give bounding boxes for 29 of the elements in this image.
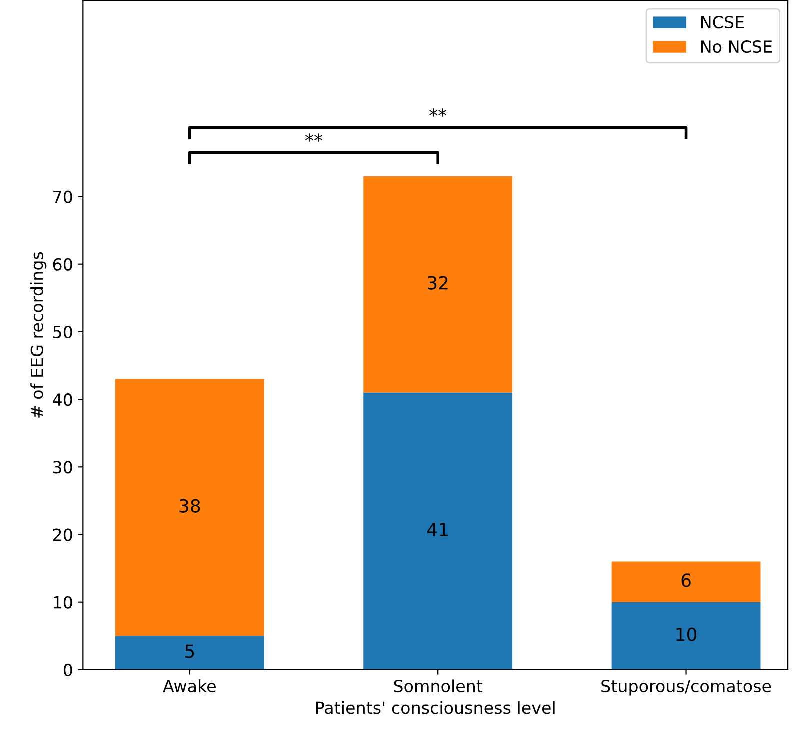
- y-axis-title: # of EEG recordings: [30, 252, 47, 418]
- x-tick-label: Stuporous/comatose: [602, 680, 772, 696]
- y-tick-label: 20: [53, 528, 72, 542]
- data-label: 41: [427, 523, 448, 536]
- legend-label: NCSE: [701, 16, 744, 29]
- bar: [115, 379, 264, 636]
- annotation: **: [305, 134, 322, 142]
- y-tick-label: 40: [53, 394, 72, 406]
- y-tick-label: 70: [54, 190, 72, 204]
- annotation: **: [430, 108, 447, 117]
- bar: [364, 392, 513, 670]
- x-tick-label: Awake: [163, 680, 216, 693]
- y-tick-label: 50: [54, 326, 72, 339]
- x-tick-label: Somnolent: [394, 680, 483, 693]
- bar: [364, 176, 513, 393]
- bar: [612, 562, 761, 602]
- y-tick-label: 10: [54, 596, 72, 609]
- y-tick-label: 30: [54, 461, 72, 474]
- data-label: 38: [180, 499, 200, 513]
- y-tick-label: 0: [64, 664, 72, 677]
- data-label: 10: [676, 628, 697, 642]
- data-label: 6: [682, 574, 691, 588]
- bar: [612, 602, 761, 670]
- data-label: 32: [428, 276, 448, 290]
- legend-label: No NCSE: [701, 40, 772, 54]
- y-tick-label: 60: [53, 258, 72, 271]
- bar: [115, 636, 264, 670]
- x-axis-title: Patients' consciousness level: [316, 701, 555, 714]
- data-label: 5: [186, 644, 194, 658]
